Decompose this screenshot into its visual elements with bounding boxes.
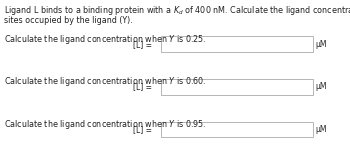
Text: [L] =: [L] = xyxy=(133,125,152,134)
FancyBboxPatch shape xyxy=(161,36,313,52)
FancyBboxPatch shape xyxy=(161,122,313,137)
Text: Calculate the ligand concentration when $Y$ is 0.25.: Calculate the ligand concentration when … xyxy=(4,33,206,46)
Text: Ligand L binds to a binding protein with a $K_d$ of 400 nM. Calculate the ligand: Ligand L binds to a binding protein with… xyxy=(4,4,350,17)
Text: sites occupied by the ligand (Y).: sites occupied by the ligand (Y). xyxy=(4,16,133,25)
Text: μM: μM xyxy=(316,82,327,91)
Text: [L] =: [L] = xyxy=(133,82,152,91)
Text: [L] =: [L] = xyxy=(133,40,152,49)
Text: Calculate the ligand concentration when $Y$ is 0.95.: Calculate the ligand concentration when … xyxy=(4,118,207,131)
FancyBboxPatch shape xyxy=(161,79,313,95)
Text: Calculate the ligand concentration when $Y$ is 0.60.: Calculate the ligand concentration when … xyxy=(4,75,207,88)
Text: μM: μM xyxy=(316,125,327,134)
Text: μM: μM xyxy=(316,40,327,49)
